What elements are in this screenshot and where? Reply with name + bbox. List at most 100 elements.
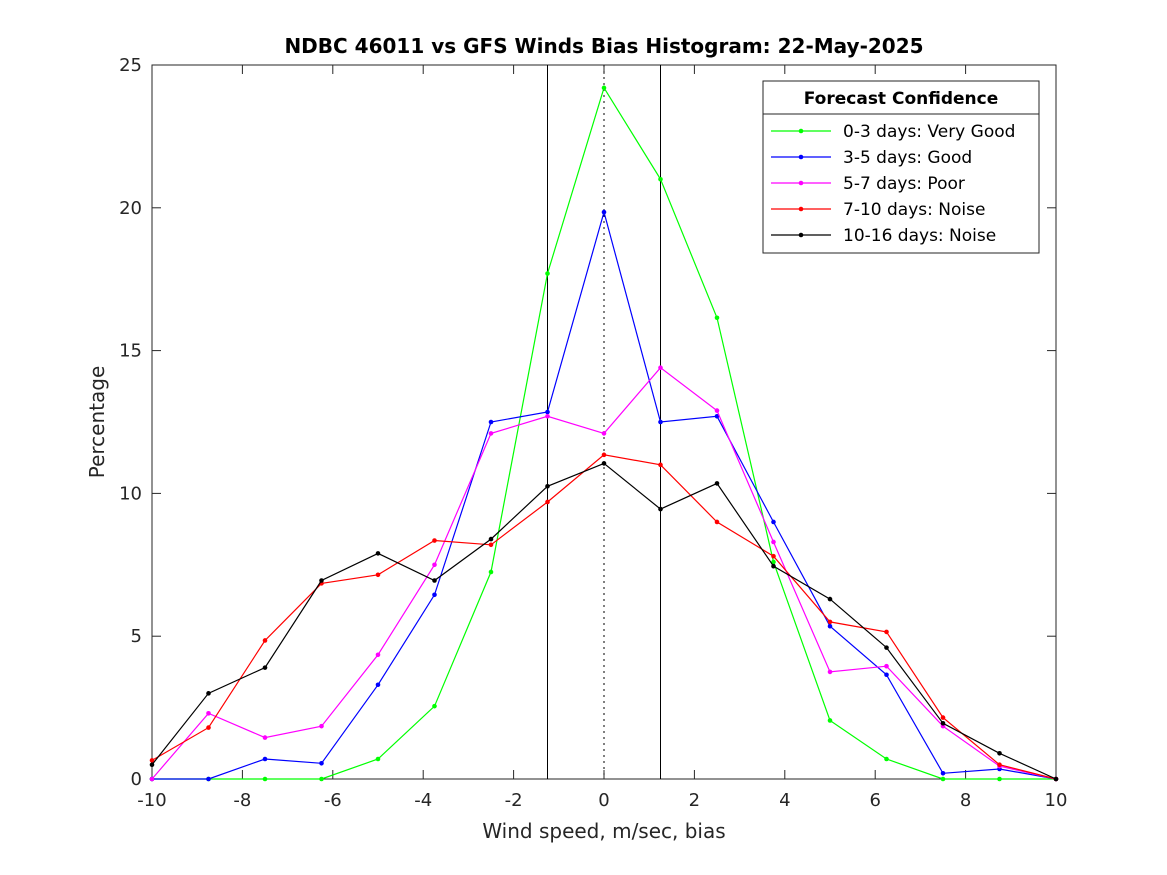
series-1-point-4 — [375, 682, 381, 688]
series-4-point-15 — [997, 750, 1002, 756]
legend-entry-2: 5-7 days: Poor — [843, 174, 965, 194]
series-1-point-1 — [206, 776, 211, 782]
series-0-point-15 — [997, 776, 1002, 782]
series-0-point-13 — [884, 756, 889, 762]
series-4-point-1 — [206, 691, 211, 696]
series-0-point-7 — [545, 271, 550, 276]
series-2-point-10 — [714, 408, 720, 413]
series-0-point-6 — [488, 569, 494, 575]
x-tick-label-10: 10 — [1045, 790, 1068, 811]
y-tick-label-3: 15 — [119, 341, 142, 362]
legend-box — [762, 80, 1040, 254]
series-0-point-5 — [432, 703, 437, 709]
series-0-point-14 — [940, 776, 946, 782]
series-2-point-1 — [206, 711, 211, 716]
series-3-point-9 — [658, 462, 663, 468]
series-3-point-5 — [432, 538, 437, 543]
series-1-point-12 — [827, 623, 833, 629]
x-tick-label-5: 0 — [598, 790, 609, 811]
series-1-point-13 — [884, 672, 889, 678]
series-3-point-8 — [601, 452, 607, 458]
series-0-point-12 — [827, 718, 833, 723]
series-0-point-3 — [319, 776, 324, 782]
series-0-point-4 — [375, 756, 381, 762]
legend-entry-4: 10-16 days: Noise — [843, 226, 996, 246]
series-2-point-6 — [488, 431, 494, 436]
legend: Forecast Confidence 0-3 days: Very Good 3-… — [762, 80, 1040, 254]
series-1-point-5 — [432, 592, 437, 598]
series-line-2 — [151, 366, 1057, 780]
legend-entry-1: 3-5 days: Good — [843, 148, 972, 168]
series-3-point-11 — [771, 553, 776, 559]
series-1-point-11 — [771, 519, 776, 525]
series-3-point-4 — [375, 572, 381, 578]
y-tick-label-0: 0 — [131, 769, 142, 790]
x-tick-label-9: 8 — [960, 790, 971, 811]
series-2-point-11 — [771, 539, 776, 545]
x-tick-label-3: -4 — [414, 790, 432, 811]
y-tick-label-2: 10 — [119, 483, 142, 504]
series-4-point-5 — [432, 578, 437, 583]
series-4-point-11 — [771, 563, 776, 569]
series-4-point-13 — [884, 645, 889, 650]
series-1-point-2 — [262, 756, 268, 762]
series-0-point-8 — [601, 85, 607, 91]
series-1-point-10 — [714, 413, 720, 419]
series-2-point-5 — [432, 562, 437, 568]
legend-marker-4 — [798, 232, 804, 238]
x-tick-label-4: -2 — [505, 790, 523, 811]
series-4-point-8 — [601, 461, 607, 466]
chart-title: NDBC 46011 vs GFS Winds Bias Histogram: … — [284, 34, 923, 58]
legend-marker-3 — [798, 206, 804, 212]
y-tick-label-1: 5 — [131, 626, 142, 647]
series-4-point-12 — [827, 596, 833, 602]
x-tick-label-7: 4 — [779, 790, 790, 811]
series-1-point-9 — [658, 419, 663, 425]
series-4-point-2 — [262, 665, 268, 670]
series-2-point-12 — [827, 669, 833, 675]
y-axis-title: Percentage — [85, 366, 109, 479]
series-2-point-0 — [149, 776, 155, 782]
y-tick-label-5: 25 — [119, 55, 142, 76]
legend-entry-0: 0-3 days: Very Good — [843, 122, 1015, 142]
series-3-point-13 — [884, 629, 889, 635]
series-2-point-3 — [319, 723, 324, 729]
plot-area: -10 -8 -6 -4 -2 0 2 4 6 8 10 0 5 10 15 20 25 — [119, 55, 1067, 811]
series-2-point-2 — [262, 735, 268, 740]
series-4 — [149, 461, 1059, 782]
series-3-point-7 — [545, 499, 550, 505]
x-axis-title: Wind speed, m/sec, bias — [482, 819, 725, 843]
series-4-point-14 — [940, 721, 946, 726]
series-3-point-6 — [488, 542, 494, 548]
series-4-point-10 — [714, 481, 720, 486]
series-4-point-7 — [545, 483, 550, 489]
series-2-point-13 — [884, 663, 889, 669]
series-1-point-3 — [319, 760, 324, 766]
series-4-point-9 — [658, 506, 663, 512]
series-3 — [149, 452, 1059, 782]
series-3-point-15 — [997, 762, 1002, 768]
series-2-point-8 — [601, 431, 607, 436]
series-3-point-1 — [206, 725, 211, 730]
series-2-point-7 — [545, 413, 550, 419]
legend-title: Forecast Confidence — [804, 89, 999, 109]
series-4-point-6 — [488, 536, 494, 542]
series-3-point-14 — [940, 715, 946, 720]
series-2 — [149, 365, 1059, 782]
x-tick-label-8: 6 — [869, 790, 880, 811]
series-4-point-4 — [375, 551, 381, 556]
series-1-point-8 — [601, 209, 607, 215]
x-tick-label-1: -8 — [233, 790, 251, 811]
series-0-point-9 — [658, 176, 663, 182]
x-tick-label-2: -6 — [324, 790, 342, 811]
series-2-point-9 — [658, 365, 663, 371]
legend-marker-1 — [798, 154, 804, 160]
series-1-point-6 — [488, 419, 494, 425]
legend-marker-0 — [798, 128, 804, 134]
series-0-point-11 — [771, 559, 776, 565]
series-3-point-2 — [262, 638, 268, 643]
legend-marker-2 — [798, 180, 804, 186]
series-0-point-2 — [262, 776, 268, 782]
x-tick-label-0: -10 — [137, 790, 166, 811]
